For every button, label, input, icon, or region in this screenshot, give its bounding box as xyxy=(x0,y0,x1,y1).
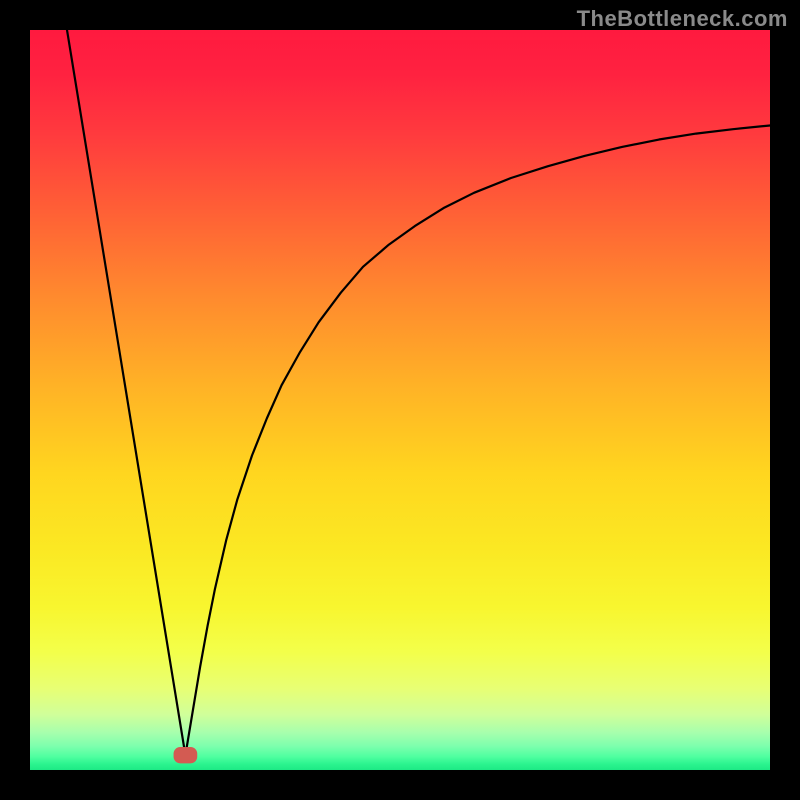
plot-area xyxy=(30,30,770,770)
minimum-marker xyxy=(174,747,198,763)
chart-svg xyxy=(30,30,770,770)
chart-outer-frame: TheBottleneck.com xyxy=(0,0,800,800)
watermark-text: TheBottleneck.com xyxy=(577,6,788,32)
bottleneck-curve xyxy=(67,30,770,755)
